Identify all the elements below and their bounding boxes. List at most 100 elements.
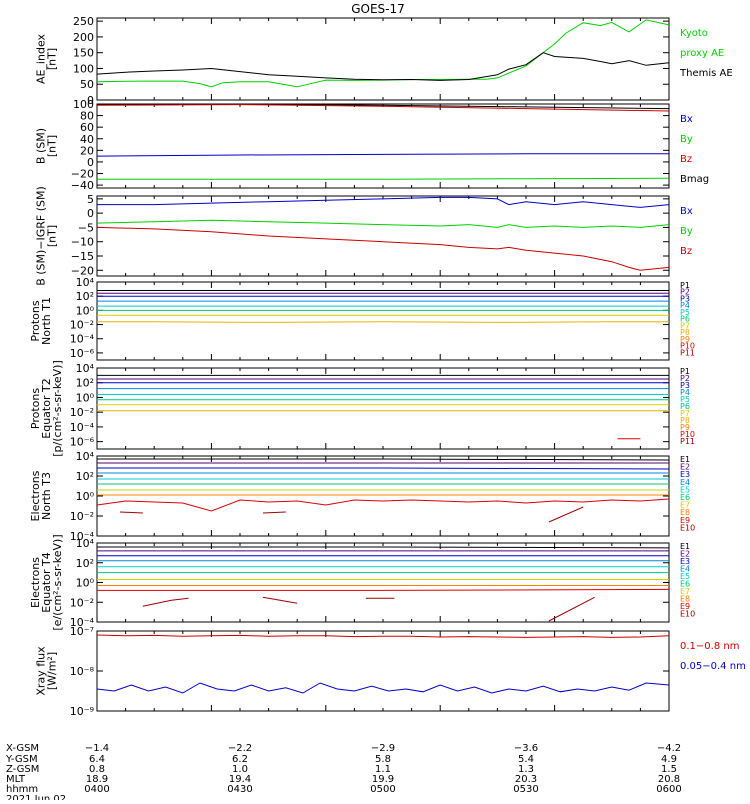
x-axis-value: 19.4 (229, 774, 251, 785)
legend-label: P2 (680, 288, 690, 297)
legend-label: E3 (680, 557, 690, 566)
legend-label: Bmag (680, 174, 709, 185)
y-tick-label: 10⁴ (76, 537, 95, 550)
y-axis-label: Equator T2 (40, 378, 53, 438)
series-line-by (97, 177, 670, 180)
legend-label: P8 (680, 416, 690, 425)
series-line-by (96, 219, 670, 228)
panel-frame (96, 17, 670, 101)
panel-frame (96, 630, 670, 712)
x-axis-value: −2.2 (228, 743, 252, 754)
legend-label: P9 (680, 335, 690, 344)
y-axis-label: [p/(cm²-s-sr-keV)] (51, 360, 64, 457)
x-axis-value: 1.5 (661, 764, 677, 775)
y-tick-label: −5 (78, 221, 94, 234)
y-tick-label: 10⁻⁴ (70, 616, 95, 629)
legend-label: E3 (680, 470, 690, 479)
x-axis-value: 0400 (84, 784, 109, 795)
legend-label: E6 (680, 580, 690, 589)
legend-label: 0.1−0.8 nm (680, 641, 739, 652)
series-line-0-1-0-8-nm (96, 634, 670, 638)
y-axis-label: [nT] (46, 48, 59, 70)
legend-label: E2 (680, 463, 690, 472)
legend-label: 0.05−0.4 nm (680, 661, 746, 672)
y-tick-label: 10⁻⁶ (70, 436, 95, 449)
series-line-kyoto-proxy-ae (96, 19, 670, 88)
legend-label: E8 (680, 595, 690, 604)
y-tick-label: −10 (71, 236, 94, 249)
series-line-e10 (262, 596, 298, 604)
series-line-bz (96, 104, 670, 112)
x-axis-value: 19.9 (372, 774, 394, 785)
x-axis-value: 4.9 (661, 754, 677, 765)
y-tick-label: 150 (73, 47, 94, 60)
y-tick-label: 10⁻² (70, 406, 94, 419)
legend-label: E10 (680, 523, 695, 532)
panel-frame (96, 103, 670, 189)
y-tick-label: 10⁻⁷ (70, 625, 94, 638)
legend-label: Bx (680, 114, 693, 125)
x-axis-value: 0.8 (89, 764, 105, 775)
panel-frame (96, 195, 670, 277)
legend-label: E7 (680, 501, 690, 510)
y-tick-label: 80 (80, 110, 94, 123)
legend-label: P11 (680, 348, 695, 357)
x-axis-row-label: Y-GSM (5, 754, 38, 765)
y-tick-label: 10⁰ (76, 304, 95, 317)
legend-label: P5 (680, 395, 690, 404)
legend-label: P2 (680, 374, 690, 383)
legend-label: E5 (680, 572, 690, 581)
x-axis-value: 6.2 (232, 754, 248, 765)
legend-label: Themis AE (679, 68, 733, 79)
legend-label: P4 (680, 388, 690, 397)
y-tick-label: 10⁰ (76, 490, 95, 503)
legend-label: P3 (680, 381, 690, 390)
series-line-e9 (97, 588, 670, 591)
y-axis-label: Protons (29, 388, 42, 429)
series-line-themis-ae (96, 52, 670, 81)
legend-label: E8 (680, 508, 690, 517)
y-tick-label: −20 (71, 168, 94, 181)
y-tick-label: 10² (76, 557, 94, 570)
series-line-e1 (97, 458, 670, 461)
legend-label: P10 (680, 430, 695, 439)
legend-label: P9 (680, 423, 690, 432)
y-tick-label: 50 (80, 78, 94, 91)
x-axis-value: 0530 (513, 784, 538, 795)
legend-label: By (680, 226, 693, 237)
legend-label: P8 (680, 328, 690, 337)
y-tick-label: 10⁰ (76, 391, 95, 404)
x-axis-value: 0500 (370, 784, 395, 795)
panel-8: 10⁻⁷ 10⁻⁸ 10⁻⁹ Xray flux[W/m²] 0.1−0.8 nm 0.0… (35, 625, 746, 718)
y-tick-label: 10² (76, 470, 94, 483)
y-axis-label: Xray flux (35, 646, 48, 696)
legend-label: P11 (680, 437, 695, 446)
y-axis-label: B (SM)−IGRF (SM) (35, 186, 48, 286)
y-axis-label: [nT] (46, 225, 59, 247)
legend-label: E4 (680, 565, 690, 574)
legend-label: P7 (680, 321, 690, 330)
legend-label: P1 (680, 367, 690, 376)
x-axis-row-label: hhmm (6, 784, 38, 795)
y-axis-label: Protons (29, 300, 42, 341)
legend-label: E10 (680, 610, 695, 619)
series-line-e10 (548, 596, 595, 622)
x-axis-row-label: MLT (6, 774, 26, 785)
y-axis-label: North T1 (40, 297, 53, 345)
y-tick-label: 20 (80, 144, 94, 157)
y-tick-label: 10⁻⁸ (70, 665, 95, 678)
series-line-p8 (97, 321, 669, 323)
legend-label: P5 (680, 308, 690, 317)
legend-label: Bz (680, 246, 692, 257)
x-axis-value: 1.1 (375, 764, 391, 775)
y-tick-label: −20 (71, 264, 94, 277)
series-line-bmag (96, 103, 670, 110)
legend-label: Bx (680, 206, 693, 217)
legend-label: proxy AE (680, 48, 724, 59)
y-tick-label: 10⁴ (76, 362, 95, 375)
legend-label: P4 (680, 301, 690, 310)
